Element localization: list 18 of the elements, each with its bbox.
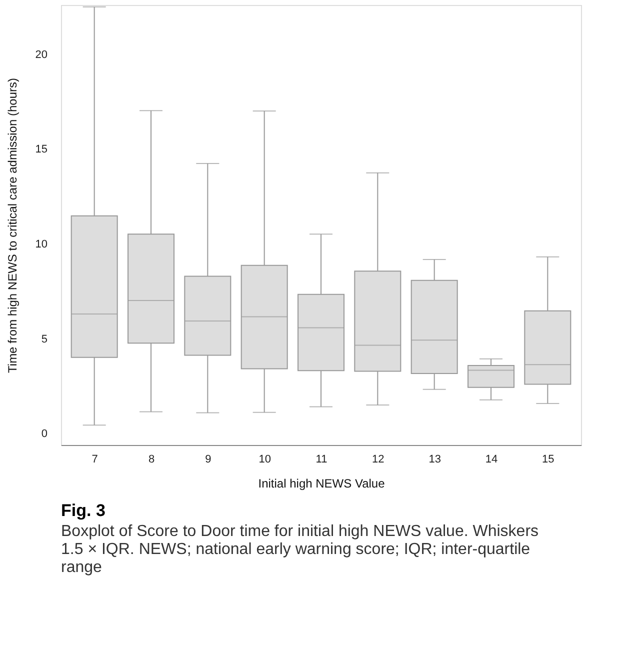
y-axis-title: Time from high NEWS to critical care admission (hours) [5,78,20,373]
text: Fig. 3 [61,501,106,520]
y-tick-label: 10 [35,238,48,250]
y-tick-label: 5 [41,333,48,346]
y-tick-label: 0 [41,428,48,440]
x-axis-title: Initial high NEWS Value [258,476,386,490]
x-tick-label: 9 [205,454,212,466]
x-tick-label: 12 [372,454,384,466]
x-tick-label: 8 [148,454,155,466]
x-tick-label: 11 [316,454,328,466]
y-tick-label: 15 [35,144,48,156]
text: Boxplot of Score to Door time for initial high NEWS value. Whiskers 1.5 × IQR. NEWS; national early warning score; IQR; inter-quartile range [61,523,539,576]
y-tick-label: 20 [35,48,48,61]
x-tick-label: 13 [428,454,441,466]
x-tick-label: 14 [485,454,498,466]
x-tick-label: 15 [542,454,554,466]
x-tick-label: 10 [258,454,271,466]
x-tick-label: 7 [92,454,98,466]
